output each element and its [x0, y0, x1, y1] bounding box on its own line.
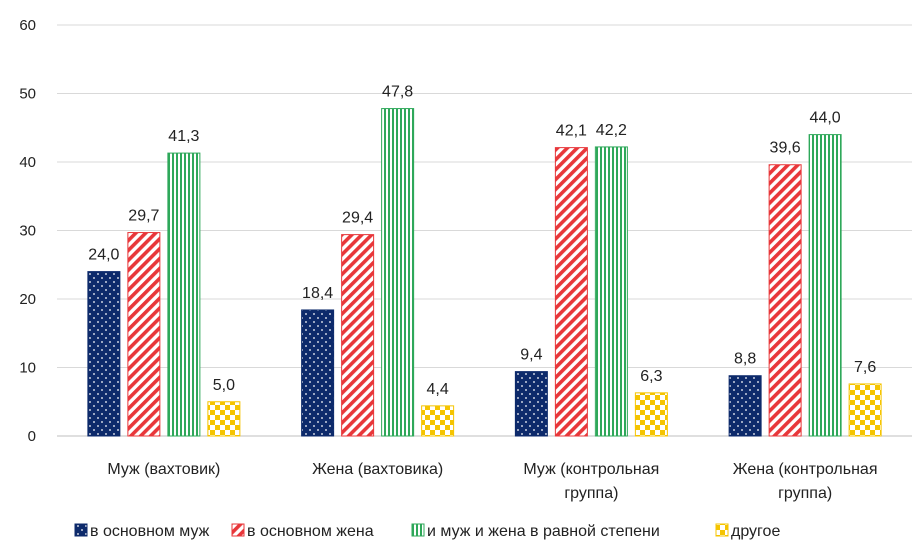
category-label: Жена (вахтовика) [312, 461, 443, 478]
bar-4-3 [634, 392, 668, 437]
bar-4-1 [207, 401, 241, 437]
y-tick-label: 50 [19, 86, 36, 103]
y-tick-label: 20 [19, 291, 36, 308]
bar-2-2 [341, 234, 375, 437]
legend-item: в основном муж [74, 523, 210, 540]
legend-swatch [231, 523, 245, 537]
y-tick-label: 0 [28, 428, 36, 445]
data-label: 8,8 [734, 351, 756, 368]
category-label: группа) [564, 485, 618, 502]
bar-3-2 [381, 108, 415, 437]
data-labels: 24,0 29,7 41,3 5,0 18,4 29,4 47,8 4,4 9,4 42,1 42,… [88, 84, 876, 398]
data-label: 42,2 [596, 122, 627, 139]
bar-4-2 [421, 405, 455, 437]
data-label: 42,1 [556, 123, 587, 140]
data-label: 7,6 [854, 359, 876, 376]
data-label: 4,4 [427, 381, 449, 398]
category-label: группа) [778, 485, 832, 502]
bar-3-4 [808, 134, 842, 437]
bar-2-3 [554, 147, 588, 437]
legend-label: и муж и жена в равной степени [427, 523, 660, 540]
data-label: 9,4 [520, 347, 542, 364]
data-label: 41,3 [168, 128, 199, 145]
legend-swatch [411, 523, 425, 537]
legend-swatch [715, 523, 729, 537]
y-axis-ticks: 0 10 20 30 40 50 60 [19, 17, 36, 445]
bar-2-4 [768, 164, 802, 437]
data-label: 24,0 [88, 247, 119, 264]
category-label: Муж (вахтовик) [107, 461, 220, 478]
category-label: Муж (контрольная [523, 461, 659, 478]
legend-item: другое [715, 523, 780, 540]
legend-item: в основном жена [231, 523, 374, 540]
data-label: 18,4 [302, 285, 333, 302]
bar-3-1 [167, 152, 201, 437]
legend: в основном муж в основном жена и муж и жен… [74, 523, 780, 540]
data-label: 5,0 [213, 377, 235, 394]
legend-label: другое [731, 523, 780, 540]
y-tick-label: 60 [19, 17, 36, 34]
legend-label: в основном муж [90, 523, 210, 540]
category-label: Жена (контрольная [733, 461, 878, 478]
bar-3-3 [594, 146, 628, 437]
bar-1-4 [728, 375, 762, 437]
legend-swatch [74, 523, 88, 537]
x-axis-categories: Муж (вахтовик) Жена (вахтовика) Муж (контр… [107, 461, 877, 502]
data-label: 44,0 [810, 110, 841, 127]
data-label: 47,8 [382, 84, 413, 101]
bar-4-4 [848, 383, 882, 437]
data-label: 29,4 [342, 210, 373, 227]
data-label: 6,3 [640, 368, 662, 385]
bar-1-2 [301, 309, 335, 437]
data-label: 29,7 [128, 208, 159, 225]
bars [87, 108, 882, 437]
data-label: 39,6 [770, 140, 801, 157]
bar-1-3 [514, 371, 548, 437]
legend-label: в основном жена [247, 523, 374, 540]
bar-1-1 [87, 271, 121, 437]
bar-2-1 [127, 232, 161, 437]
legend-item: и муж и жена в равной степени [411, 523, 660, 540]
y-tick-label: 40 [19, 154, 36, 171]
y-tick-label: 10 [19, 360, 36, 377]
y-tick-label: 30 [19, 223, 36, 240]
